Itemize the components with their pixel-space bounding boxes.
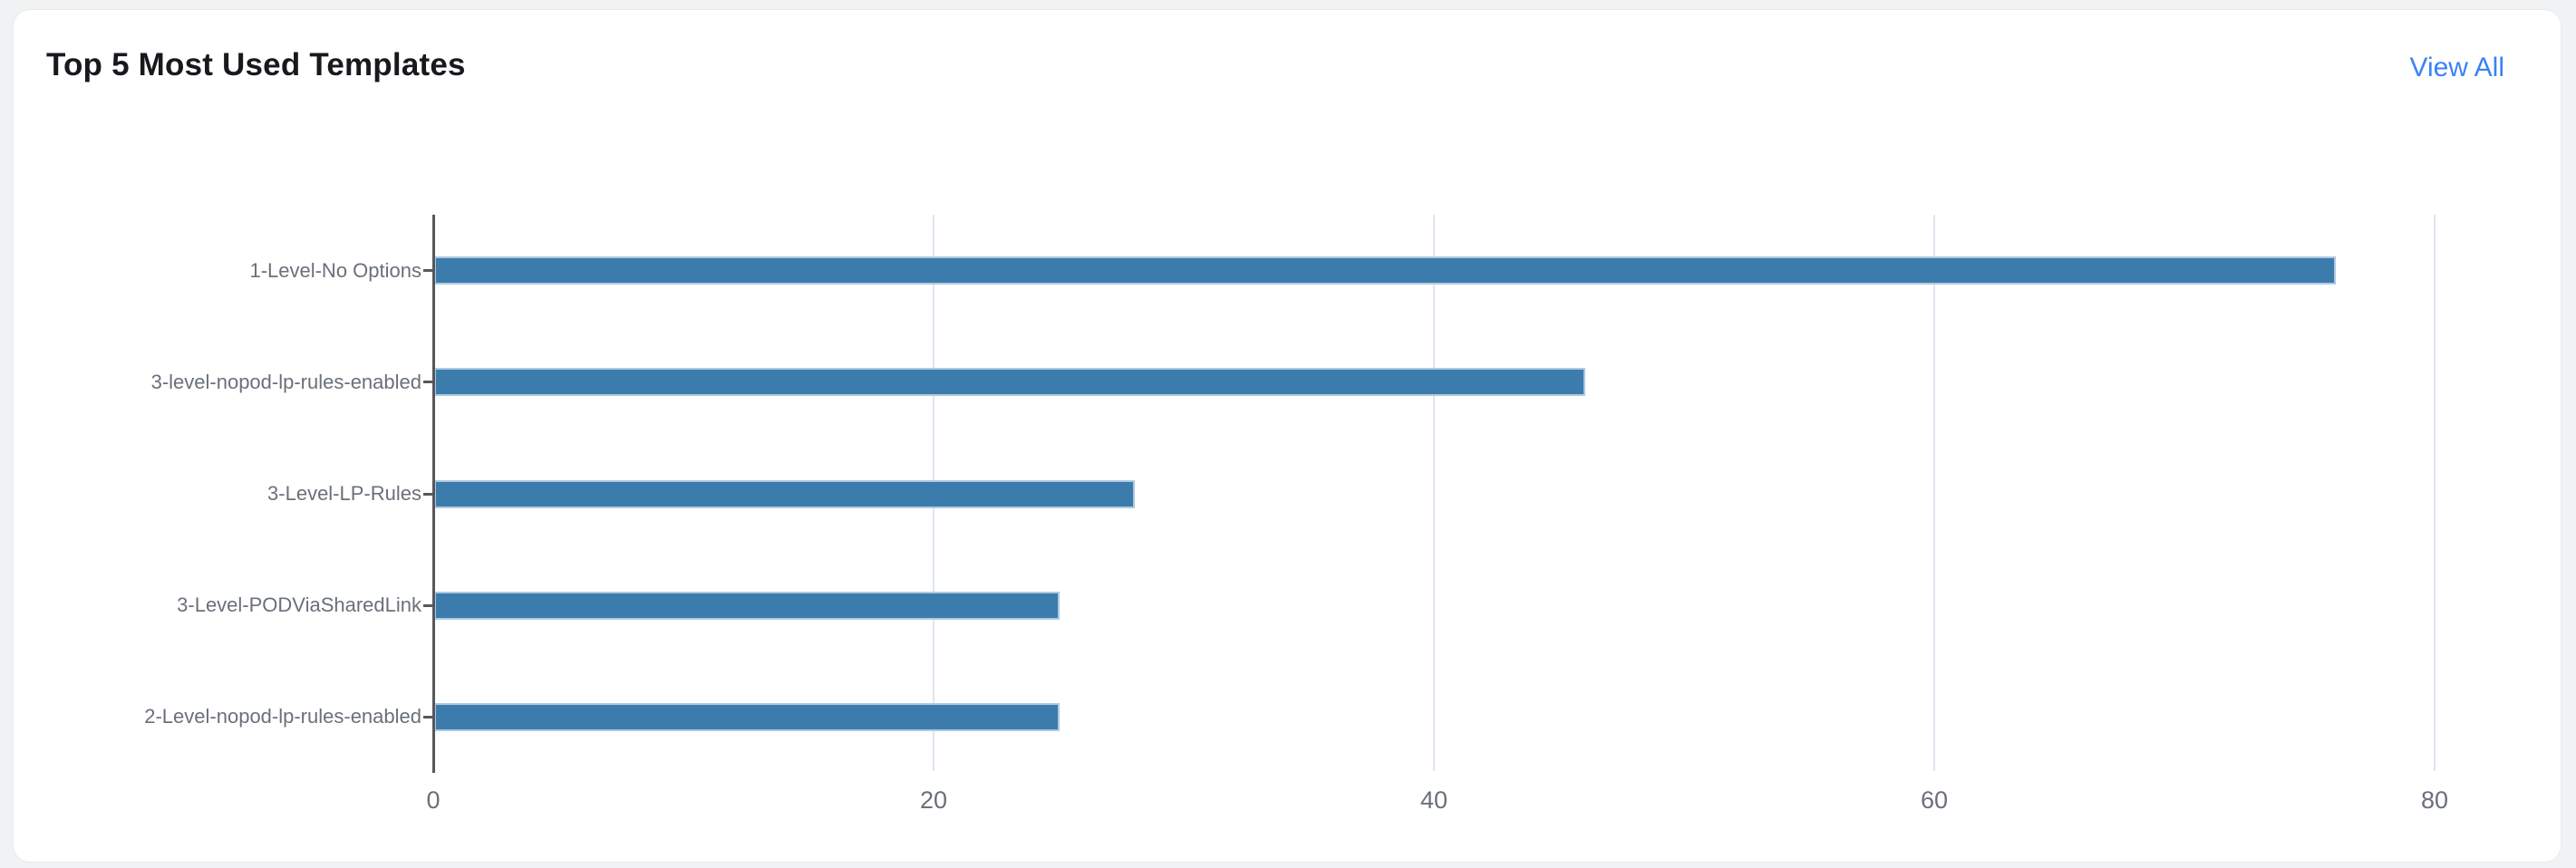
top-templates-card: Top 5 Most Used Templates View All 1-Lev… bbox=[14, 10, 2561, 862]
y-tick-mark bbox=[423, 492, 433, 496]
category-label: 3-Level-LP-Rules bbox=[267, 482, 421, 505]
y-tick-mark bbox=[423, 381, 433, 384]
card-title: Top 5 Most Used Templates bbox=[46, 47, 466, 82]
bar[interactable] bbox=[434, 591, 1060, 620]
x-axis-tick-label: 80 bbox=[2420, 786, 2449, 814]
y-tick-mark bbox=[423, 603, 433, 607]
y-tick-mark bbox=[423, 715, 433, 719]
bar[interactable] bbox=[434, 479, 1135, 508]
category-label: 3-Level-PODViaSharedLink bbox=[177, 593, 421, 617]
bar[interactable] bbox=[434, 368, 1585, 397]
x-axis-tick-label: 20 bbox=[919, 786, 948, 814]
gridline bbox=[1933, 215, 1935, 771]
category-label: 3-level-nopod-lp-rules-enabled bbox=[150, 370, 421, 393]
y-tick-mark bbox=[423, 269, 433, 273]
gridline bbox=[1433, 215, 1435, 771]
bar[interactable] bbox=[434, 256, 2336, 285]
x-axis-tick-label: 0 bbox=[426, 786, 441, 814]
bar-chart: 1-Level-No Options 3-level-nopod-lp-rules… bbox=[14, 10, 2561, 862]
x-axis-tick-label: 40 bbox=[1419, 786, 1448, 814]
category-label: 1-Level-No Options bbox=[249, 258, 421, 282]
gridline bbox=[2434, 215, 2436, 771]
category-label: 2-Level-nopod-lp-rules-enabled bbox=[144, 705, 421, 728]
view-all-link[interactable]: View All bbox=[2409, 53, 2504, 82]
y-axis-line bbox=[432, 215, 435, 773]
bar[interactable] bbox=[434, 702, 1060, 731]
x-axis-tick-label: 60 bbox=[1920, 786, 1949, 814]
